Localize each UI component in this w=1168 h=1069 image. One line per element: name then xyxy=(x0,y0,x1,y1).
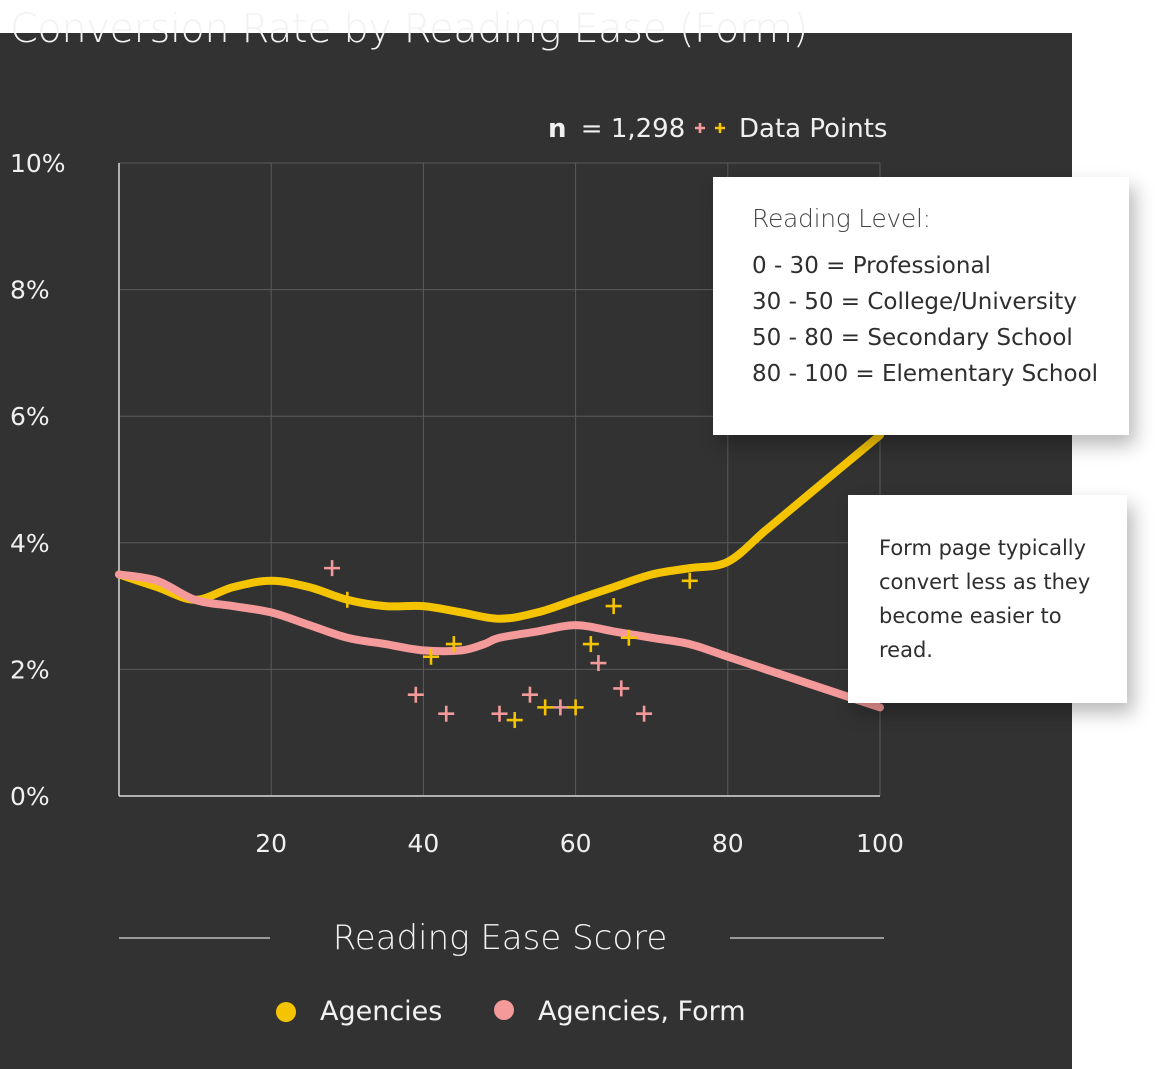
y-tick-label: 8% xyxy=(10,276,50,305)
data-point-key-marker-agencies xyxy=(715,123,725,133)
sample-size-label: n xyxy=(548,114,567,144)
series-line-agencies-form xyxy=(115,570,884,712)
data-point-agencies xyxy=(605,598,622,615)
reading-level-row: 0 - 30 = Professional xyxy=(752,253,991,279)
data-point-agencies-form xyxy=(407,686,424,703)
x-tick-label: 20 xyxy=(255,829,287,858)
axes xyxy=(118,163,880,797)
data-point-agencies-form xyxy=(491,705,508,722)
data-point-agencies-form xyxy=(552,699,569,716)
legend-dot-agencies xyxy=(276,1002,296,1022)
data-point-agencies-form xyxy=(324,560,341,577)
sample-size-value: = 1,298 xyxy=(581,114,685,144)
x-tick-labels: 20 40 60 80 100 xyxy=(255,829,904,858)
reading-level-heading: Reading Level: xyxy=(752,204,931,233)
legend-dot-agencies-form xyxy=(494,1000,514,1020)
legend-label-agencies: Agencies xyxy=(320,996,442,1027)
data-points-label: Data Points xyxy=(739,114,887,144)
reading-level-row: 80 - 100 = Elementary School xyxy=(752,361,1099,387)
y-tick-labels: 0% 2% 4% 6% 8% 10% xyxy=(10,149,66,811)
svg-text:n = 1,298: n = 1,298 xyxy=(548,114,685,144)
reading-level-row: 50 - 80 = Secondary School xyxy=(752,325,1073,351)
data-point-agencies xyxy=(506,712,523,729)
series-lines xyxy=(115,431,884,712)
key-plus-pink xyxy=(695,123,705,133)
data-point-agencies-form xyxy=(590,655,607,672)
reading-level-box: Reading Level: 0 - 30 = Professional 30 … xyxy=(713,177,1129,435)
legend: Agencies Agencies, Form xyxy=(276,996,746,1027)
data-point-agencies xyxy=(445,636,462,653)
x-tick-label: 80 xyxy=(712,829,744,858)
chart-title: Conversion Rate by Reading Ease (Form) xyxy=(10,6,808,52)
y-tick-label: 2% xyxy=(10,655,50,684)
data-points xyxy=(324,560,698,729)
key-plus-yellow xyxy=(715,123,725,133)
data-point-agencies xyxy=(537,699,554,716)
data-point-agencies xyxy=(681,572,698,589)
y-tick-label: 4% xyxy=(10,529,50,558)
data-points-key: Data Points xyxy=(695,114,887,144)
y-tick-label: 0% xyxy=(10,782,50,811)
series-line-agencies xyxy=(115,431,884,623)
y-tick-label: 10% xyxy=(10,149,66,178)
x-tick-label: 40 xyxy=(407,829,439,858)
x-tick-label: 100 xyxy=(856,829,904,858)
reading-level-row: 30 - 50 = College/University xyxy=(752,289,1077,315)
data-point-agencies-form xyxy=(613,680,630,697)
data-point-agencies xyxy=(620,629,637,646)
data-point-agencies xyxy=(339,591,356,608)
legend-label-agencies-form: Agencies, Form xyxy=(538,996,746,1027)
x-tick-label: 60 xyxy=(560,829,592,858)
note-text: Form page typically convert less as they… xyxy=(879,536,1091,662)
data-point-key-marker-form xyxy=(695,123,705,133)
data-point-agencies xyxy=(582,636,599,653)
data-point-agencies-form xyxy=(521,686,538,703)
data-point-agencies-form xyxy=(438,705,455,722)
data-point-agencies xyxy=(567,699,584,716)
data-point-agencies-form xyxy=(636,705,653,722)
data-point-agencies xyxy=(423,648,440,665)
x-axis-title: Reading Ease Score xyxy=(333,918,668,958)
y-tick-label: 6% xyxy=(10,402,50,431)
sample-size-annotation: n = 1,298 xyxy=(548,114,685,144)
note-box: Form page typically convert less as they… xyxy=(848,495,1127,703)
